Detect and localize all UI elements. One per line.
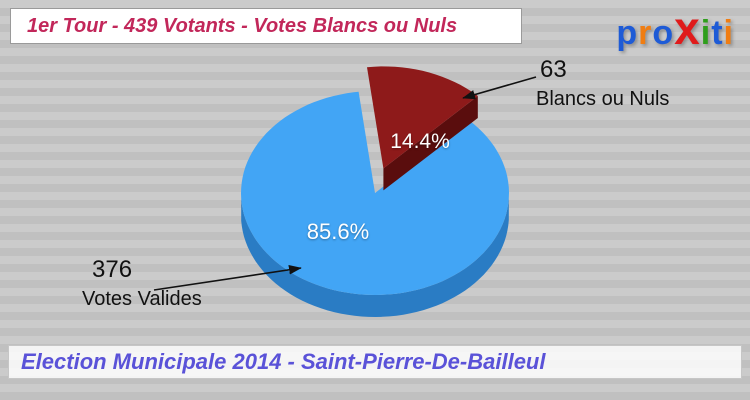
callout-line-valides [153, 265, 302, 291]
chart-title: 1er Tour - 439 Votants - Votes Blancs ou… [27, 14, 458, 37]
pie-slice-blancs-ou-nuls-side [383, 96, 478, 191]
pie-slice-votes-valides-side [241, 198, 509, 317]
proxiti-logo: proxiti [616, 2, 734, 54]
pct-label-blancs-ou-nuls: 14.4% [390, 130, 450, 153]
pct-label-votes-valides: 85.6% [306, 219, 370, 244]
footer-box: Election Municipale 2014 - Saint-Pierre-… [8, 345, 742, 379]
callout-line-blancs [462, 76, 537, 100]
logo-letter: x [674, 2, 701, 54]
pie-slices-group [241, 66, 509, 317]
logo-letter: r [638, 14, 653, 52]
logo-letter: i [700, 14, 712, 52]
chart-title-box: 1er Tour - 439 Votants - Votes Blancs ou… [10, 8, 522, 44]
logo-letter: p [616, 14, 639, 52]
footer-text: Election Municipale 2014 - Saint-Pierre-… [21, 349, 546, 374]
pie-slice-blancs-ou-nuls [367, 66, 478, 169]
logo-letter: o [652, 14, 675, 52]
callout-valides-count: 376 [92, 256, 133, 283]
callout-valides-label: Votes Valides [82, 288, 202, 310]
callout-blancs-label: Blancs ou Nuls [536, 88, 670, 110]
logo-letter: t [711, 14, 724, 52]
callout-votes-valides: 376 Votes Valides [82, 256, 202, 311]
callout-blancs-count: 63 [540, 56, 567, 83]
callout-blancs-ou-nuls: 63 Blancs ou Nuls [536, 56, 669, 111]
logo-letter: i [723, 14, 734, 52]
